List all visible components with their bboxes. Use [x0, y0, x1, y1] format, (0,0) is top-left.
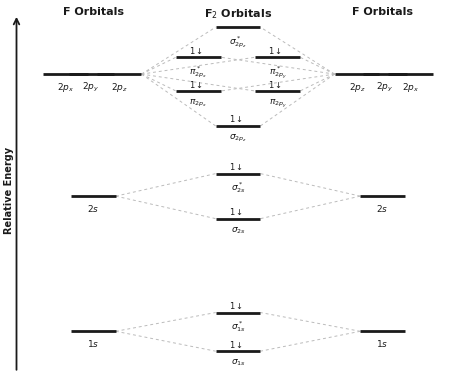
- Text: $\pi^*_{2p_y}$: $\pi^*_{2p_y}$: [269, 64, 287, 81]
- Text: $1\downarrow$: $1\downarrow$: [268, 78, 283, 90]
- Text: $\sigma^*_{2p_z}$: $\sigma^*_{2p_z}$: [229, 34, 247, 50]
- Text: $\sigma_{2p_z}$: $\sigma_{2p_z}$: [229, 133, 247, 144]
- Text: $1\downarrow$: $1\downarrow$: [228, 161, 243, 172]
- Text: $2p_y$: $2p_y$: [82, 81, 100, 94]
- Text: Relative Energy: Relative Energy: [4, 147, 14, 234]
- Text: $2p_z$: $2p_z$: [110, 81, 128, 94]
- Text: $\pi_{2p_y}$: $\pi_{2p_y}$: [269, 98, 287, 110]
- Text: $2p_z$: $2p_z$: [348, 81, 365, 94]
- Text: $\sigma^*_{2s}$: $\sigma^*_{2s}$: [230, 180, 246, 195]
- Text: $2s$: $2s$: [87, 203, 100, 214]
- Text: $2p_y$: $2p_y$: [376, 81, 393, 94]
- Text: $1\downarrow$: $1\downarrow$: [228, 300, 243, 311]
- Text: $1\downarrow$: $1\downarrow$: [189, 78, 203, 90]
- Text: $2s$: $2s$: [376, 203, 389, 214]
- Text: $\pi^*_{2p_x}$: $\pi^*_{2p_x}$: [189, 64, 208, 80]
- Text: F Orbitals: F Orbitals: [63, 7, 124, 17]
- Text: $2p_x$: $2p_x$: [57, 81, 74, 94]
- Text: $\sigma_{2s}$: $\sigma_{2s}$: [230, 226, 246, 236]
- Text: $2p_x$: $2p_x$: [402, 81, 419, 94]
- Text: $\pi_{2p_x}$: $\pi_{2p_x}$: [189, 98, 208, 109]
- Text: $\sigma^*_{1s}$: $\sigma^*_{1s}$: [230, 319, 246, 334]
- Text: F Orbitals: F Orbitals: [352, 7, 413, 17]
- Text: F$_2$ Orbitals: F$_2$ Orbitals: [204, 7, 272, 21]
- Text: $1\downarrow$: $1\downarrow$: [228, 206, 243, 217]
- Text: $1\downarrow$: $1\downarrow$: [268, 45, 283, 56]
- Text: $\sigma_{1s}$: $\sigma_{1s}$: [230, 358, 246, 368]
- Text: $1s$: $1s$: [87, 338, 100, 349]
- Text: $1\downarrow$: $1\downarrow$: [228, 339, 243, 350]
- Text: $1s$: $1s$: [376, 338, 389, 349]
- Text: $1\downarrow$: $1\downarrow$: [228, 114, 243, 125]
- Text: $1\downarrow$: $1\downarrow$: [189, 45, 203, 56]
